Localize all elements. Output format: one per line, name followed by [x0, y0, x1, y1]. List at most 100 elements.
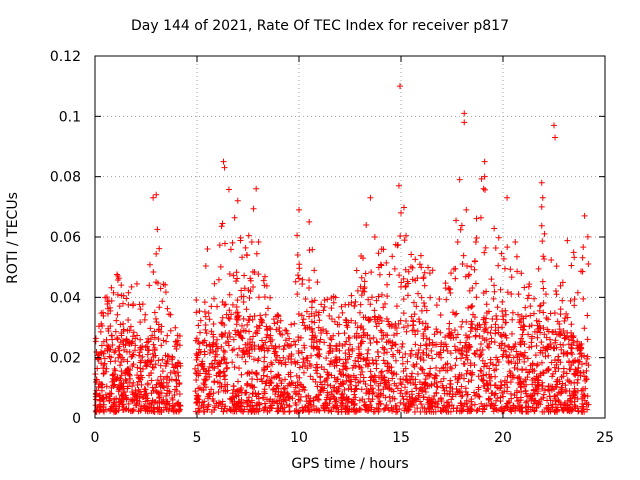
roti-outlier-point [581, 212, 588, 219]
roti-point [243, 306, 250, 313]
roti-point [162, 281, 169, 288]
roti-point [129, 352, 136, 359]
roti-point [215, 388, 222, 395]
roti-point [389, 375, 396, 382]
y-axis-label: ROTI / TECUs [5, 192, 21, 284]
roti-point [173, 339, 180, 346]
roti-point [96, 323, 103, 330]
roti-point [523, 398, 530, 405]
roti-point [454, 379, 461, 386]
roti-point [145, 335, 152, 342]
roti-point [514, 366, 521, 373]
roti-point [535, 265, 542, 272]
roti-point [428, 398, 435, 405]
roti-point [547, 336, 554, 343]
roti-point [146, 261, 153, 268]
roti-point [426, 370, 433, 377]
roti-point [197, 329, 204, 336]
roti-point [477, 214, 484, 221]
roti-point [400, 296, 407, 303]
roti-point [405, 268, 412, 275]
roti-point [126, 349, 133, 356]
roti-point [100, 309, 107, 316]
roti-point [215, 370, 222, 377]
roti-point [330, 299, 337, 306]
roti-point [458, 355, 465, 362]
roti-point [431, 331, 438, 338]
roti-point [249, 399, 256, 406]
roti-point [134, 332, 141, 339]
roti-point [453, 386, 460, 393]
roti-point [301, 404, 308, 411]
roti-point [393, 330, 400, 337]
roti-point [176, 390, 183, 397]
roti-point [353, 334, 360, 341]
roti-point [361, 288, 368, 295]
roti-point [163, 393, 170, 400]
roti-point [294, 272, 301, 279]
roti-point [383, 401, 390, 408]
roti-point [377, 327, 384, 334]
roti-point [473, 234, 480, 241]
roti-point [312, 332, 319, 339]
roti-point [462, 339, 469, 346]
roti-outlier-point [480, 185, 487, 192]
roti-point [511, 364, 518, 371]
roti-point [381, 374, 388, 381]
roti-point [535, 374, 542, 381]
roti-point [530, 386, 537, 393]
roti-point [156, 394, 163, 401]
roti-point [433, 364, 440, 371]
roti-point [251, 269, 258, 276]
roti-point [392, 357, 399, 364]
roti-point [380, 304, 387, 311]
roti-point [518, 388, 525, 395]
roti-point [462, 273, 469, 280]
roti-point [136, 352, 143, 359]
roti-point [232, 406, 239, 413]
roti-point [493, 312, 500, 319]
roti-point [193, 370, 200, 377]
roti-point [465, 378, 472, 385]
roti-point [125, 316, 132, 323]
roti-outlier-point [463, 206, 470, 213]
roti-point [542, 347, 549, 354]
roti-point [97, 328, 104, 335]
roti-point [458, 222, 465, 229]
roti-point [547, 408, 554, 415]
roti-point [375, 408, 382, 415]
roti-point [348, 292, 355, 299]
roti-point [424, 396, 431, 403]
roti-point [539, 379, 546, 386]
roti-point [344, 324, 351, 331]
roti-point [282, 359, 289, 366]
roti-point [110, 382, 117, 389]
roti-point [356, 309, 363, 316]
roti-point [248, 343, 255, 350]
roti-point [298, 349, 305, 356]
roti-point [277, 357, 284, 364]
roti-point [492, 330, 499, 337]
roti-point [459, 351, 466, 358]
roti-point [355, 379, 362, 386]
roti-point [448, 396, 455, 403]
roti-point [256, 399, 263, 406]
roti-point [357, 371, 364, 378]
roti-point [437, 329, 444, 336]
roti-point [547, 383, 554, 390]
roti-point [540, 299, 547, 306]
roti-point [146, 372, 153, 379]
roti-point [260, 394, 267, 401]
roti-point [360, 329, 367, 336]
roti-point [208, 386, 215, 393]
roti-point [558, 346, 565, 353]
roti-point [384, 360, 391, 367]
roti-point [480, 372, 487, 379]
roti-point [468, 318, 475, 325]
roti-point [363, 222, 370, 229]
roti-point [491, 282, 498, 289]
roti-point [218, 319, 225, 326]
roti-point [560, 368, 567, 375]
roti-point [323, 330, 330, 337]
roti-point [378, 317, 385, 324]
